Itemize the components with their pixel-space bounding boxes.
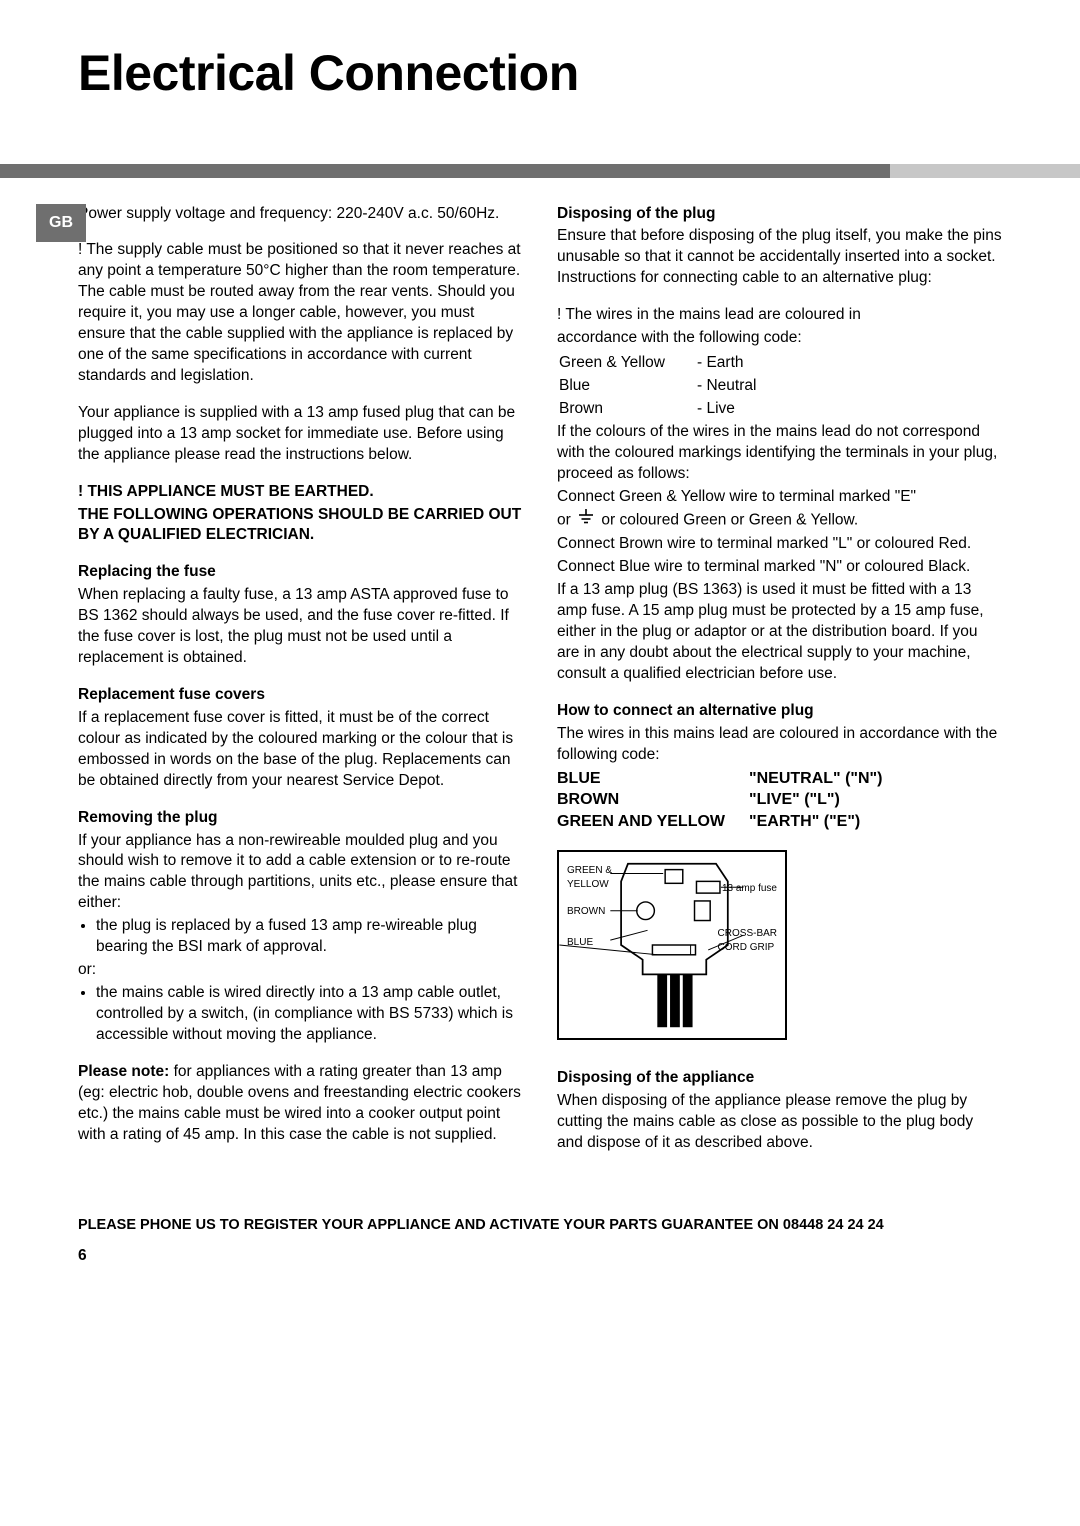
intro-para: Power supply voltage and frequency: 220-… (78, 204, 523, 225)
diag-label-gy: GREEN & YELLOW (567, 864, 612, 891)
table-row: Brown- Live (559, 399, 786, 420)
wire-role: "LIVE" ("L") (749, 789, 882, 811)
para-removing-plug: If your appliance has a non-rewireable m… (78, 831, 523, 915)
para-connect-l: Connect Brown wire to terminal marked "L… (557, 534, 1002, 555)
diag-label-fuse: 13 amp fuse (722, 882, 777, 896)
earth-warning-1: ! THIS APPLIANCE MUST BE EARTHED. (78, 482, 523, 503)
text-pre: or (557, 512, 575, 529)
diag-label-brown: BROWN (567, 905, 605, 919)
wire-name: BLUE (557, 768, 749, 790)
rule-light (890, 164, 1080, 178)
wire-role: - Earth (697, 353, 786, 374)
heading-disposing-appliance: Disposing of the appliance (557, 1068, 1002, 1089)
header-rule (78, 164, 1002, 182)
locale-badge: GB (36, 204, 86, 242)
please-note: Please note: for appliances with a ratin… (78, 1062, 523, 1146)
left-column: Power supply voltage and frequency: 220-… (78, 204, 523, 1171)
heading-fuse-covers: Replacement fuse covers (78, 685, 523, 706)
right-column: Disposing of the plug Ensure that before… (557, 204, 1002, 1171)
wire-name: GREEN AND YELLOW (557, 811, 749, 833)
table-row: Green & Yellow- Earth (559, 353, 786, 374)
para-connect-e-sym: or or coloured Green or Green & Yellow. (557, 509, 1002, 532)
fused-plug-para: Your appliance is supplied with a 13 amp… (78, 403, 523, 466)
list-item: the plug is replaced by a fused 13 amp r… (96, 916, 523, 958)
page-number: 6 (78, 1246, 1002, 1267)
or-separator: or: (78, 960, 523, 981)
columns: GB Power supply voltage and frequency: 2… (78, 204, 1002, 1171)
heading-alt-plug: How to connect an alternative plug (557, 701, 1002, 722)
alt-wire-table: BLUE"NEUTRAL" ("N") BROWN"LIVE" ("L") GR… (557, 768, 882, 833)
text-post: or coloured Green or Green & Yellow. (601, 512, 858, 529)
list-item: the mains cable is wired directly into a… (96, 983, 523, 1046)
para-replacing-fuse: When replacing a faulty fuse, a 13 amp A… (78, 585, 523, 669)
para-disposing-plug: Ensure that before disposing of the plug… (557, 226, 1002, 289)
wire-name: Blue (559, 376, 695, 397)
page: Electrical Connection GB Power supply vo… (0, 0, 1080, 1297)
remove-plug-list-2: the mains cable is wired directly into a… (78, 983, 523, 1046)
heading-replacing-fuse: Replacing the fuse (78, 562, 523, 583)
remove-plug-list: the plug is replaced by a fused 13 amp r… (78, 916, 523, 958)
wire-name: BROWN (557, 789, 749, 811)
heading-disposing-plug: Disposing of the plug (557, 204, 1002, 225)
wire-role: "EARTH" ("E") (749, 811, 882, 833)
wire-code-table: Green & Yellow- Earth Blue- Neutral Brow… (557, 351, 788, 422)
para-proceed: If the colours of the wires in the mains… (557, 422, 1002, 485)
para-connect-n: Connect Blue wire to terminal marked "N"… (557, 557, 1002, 578)
cable-warning: ! The supply cable must be positioned so… (78, 240, 523, 386)
plug-diagram: GREEN & YELLOW BROWN BLUE 13 amp fuse CR… (557, 850, 787, 1040)
table-row: BLUE"NEUTRAL" ("N") (557, 768, 882, 790)
para-alt-plug: The wires in this mains lead are coloure… (557, 724, 1002, 766)
para-fuse-covers: If a replacement fuse cover is fitted, i… (78, 708, 523, 792)
wire-code-intro-2: accordance with the following code: (557, 328, 1002, 349)
diag-label-blue: BLUE (567, 936, 593, 950)
table-row: BROWN"LIVE" ("L") (557, 789, 882, 811)
para-disposing-appliance: When disposing of the appliance please r… (557, 1091, 1002, 1154)
wire-name: Green & Yellow (559, 353, 695, 374)
wire-role: "NEUTRAL" ("N") (749, 768, 882, 790)
footer-text: PLEASE PHONE US TO REGISTER YOUR APPLIAN… (78, 1216, 1002, 1236)
page-title: Electrical Connection (78, 40, 1002, 108)
para-fuse-rating: If a 13 amp plug (BS 1363) is used it mu… (557, 580, 1002, 685)
wire-name: Brown (559, 399, 695, 420)
earth-icon (577, 509, 595, 532)
earth-warning-2: THE FOLLOWING OPERATIONS SHOULD BE CARRI… (78, 505, 523, 547)
para-connect-e: Connect Green & Yellow wire to terminal … (557, 487, 1002, 508)
table-row: GREEN AND YELLOW"EARTH" ("E") (557, 811, 882, 833)
table-row: Blue- Neutral (559, 376, 786, 397)
please-note-label: Please note: (78, 1063, 169, 1080)
wire-code-intro-1: ! The wires in the mains lead are colour… (557, 305, 1002, 326)
heading-removing-plug: Removing the plug (78, 808, 523, 829)
wire-role: - Live (697, 399, 786, 420)
wire-role: - Neutral (697, 376, 786, 397)
diag-label-cordgrip: CROSS-BAR CORD GRIP (718, 927, 777, 954)
